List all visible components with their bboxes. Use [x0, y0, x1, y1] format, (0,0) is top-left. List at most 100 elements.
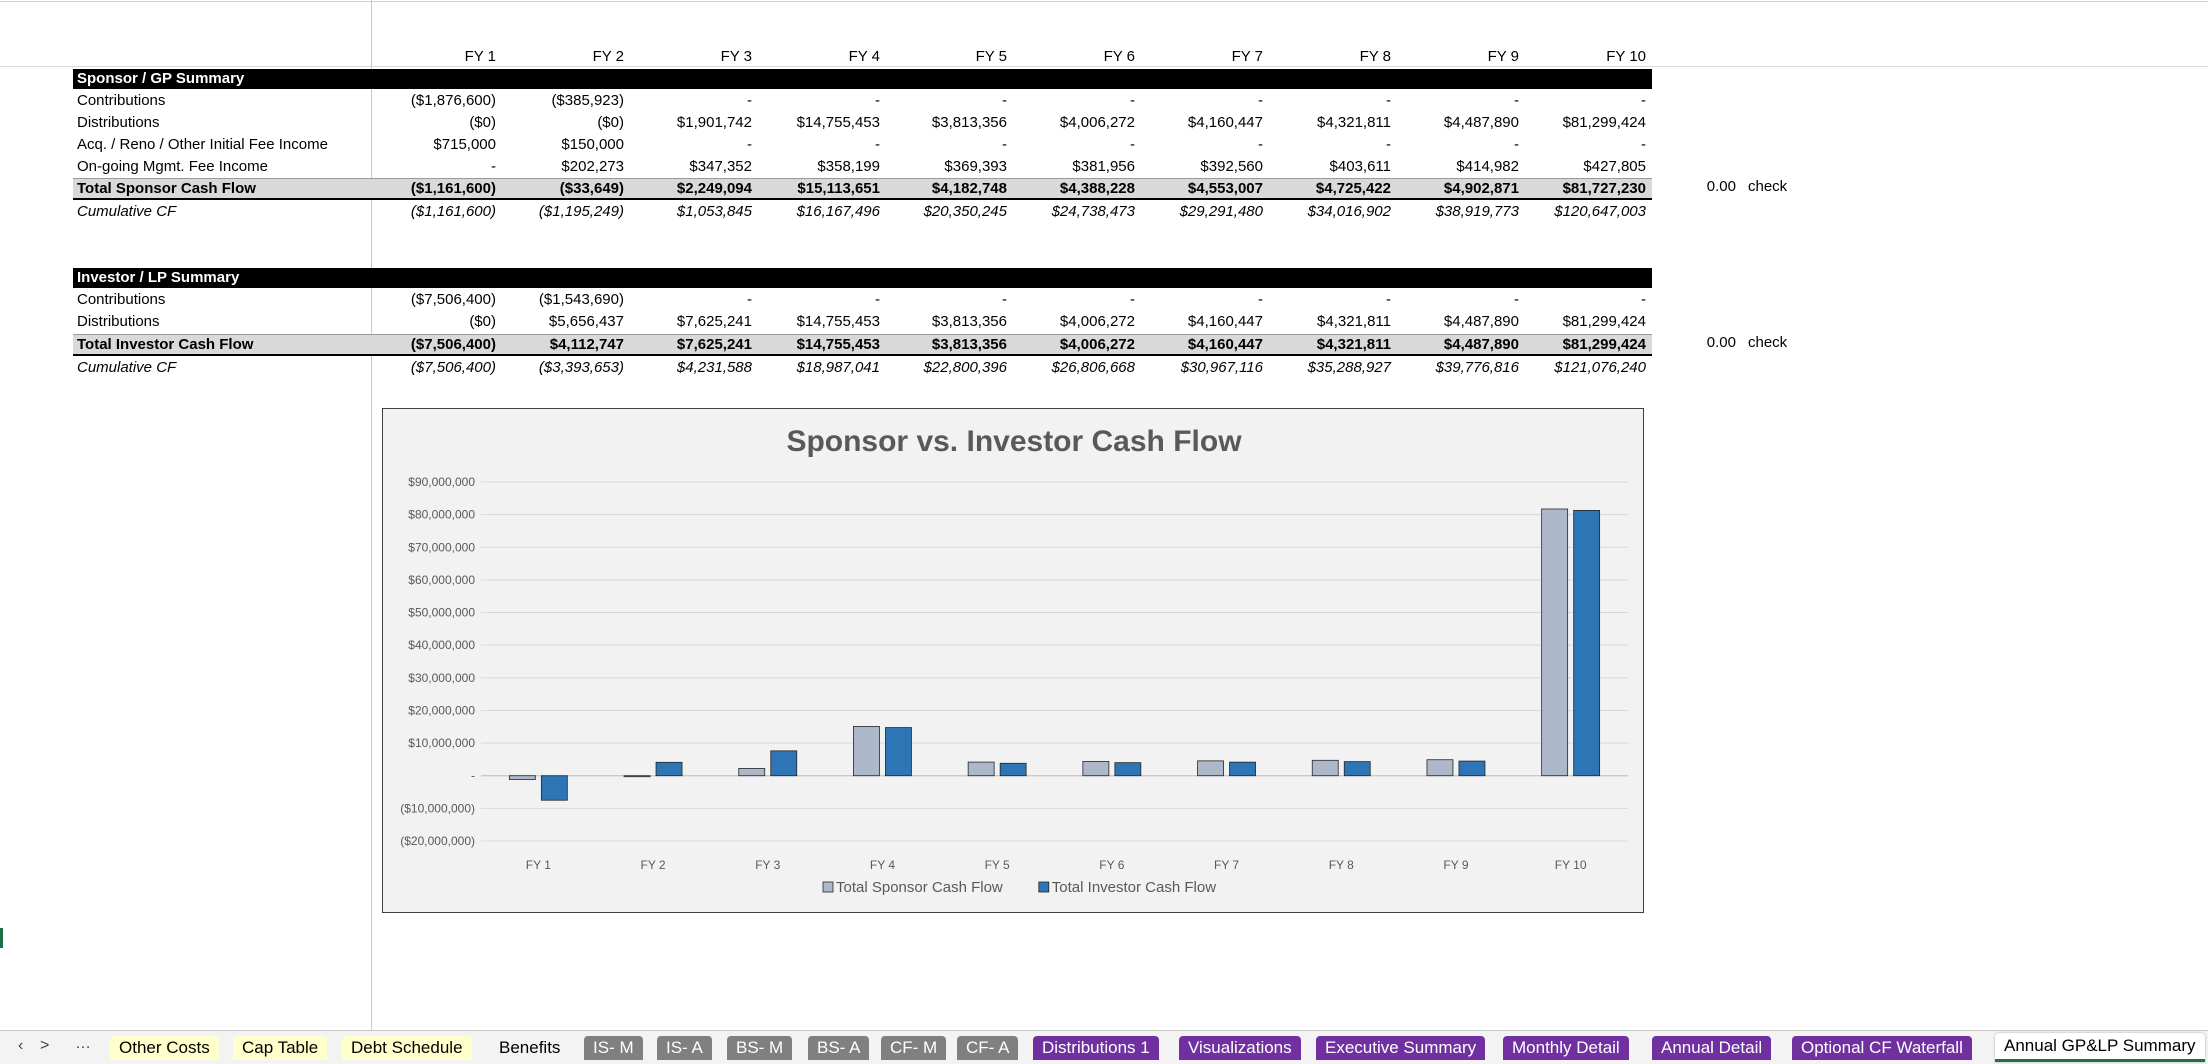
sheet-tab[interactable]: BS- A [808, 1036, 870, 1060]
table-cell[interactable]: - [1002, 136, 1007, 153]
table-cell[interactable]: ($3,393,653) [538, 359, 624, 376]
sheet-tab[interactable]: Visualizations [1179, 1036, 1301, 1060]
sheet-tab[interactable]: Annual GP&LP Summary [1995, 1033, 2205, 1062]
table-cell[interactable]: $381,956 [1072, 158, 1135, 175]
table-cell[interactable]: $3,813,356 [931, 336, 1007, 353]
table-cell[interactable]: $7,625,241 [676, 313, 752, 330]
table-cell[interactable]: - [1258, 92, 1263, 109]
table-cell[interactable]: $81,299,424 [1562, 336, 1646, 353]
table-cell[interactable]: - [1386, 92, 1391, 109]
table-cell[interactable]: $16,167,496 [796, 203, 880, 220]
row-label[interactable]: Cumulative CF [77, 359, 177, 376]
sheet-tab[interactable]: CF- A [957, 1036, 1019, 1060]
table-cell[interactable]: $392,560 [1200, 158, 1263, 175]
table-cell[interactable]: $22,800,396 [923, 359, 1007, 376]
scroll-tabs-right-button[interactable]: > [40, 1037, 50, 1054]
table-cell[interactable]: - [1130, 136, 1135, 153]
sheet-tab[interactable]: Debt Schedule [342, 1036, 472, 1060]
table-cell[interactable]: ($33,649) [559, 180, 624, 197]
investor-check-label[interactable]: check [1748, 334, 1788, 351]
table-cell[interactable]: ($0) [469, 114, 496, 131]
table-cell[interactable]: $4,006,272 [1059, 336, 1135, 353]
table-cell[interactable]: - [1641, 136, 1646, 153]
table-cell[interactable]: ($385,923) [551, 92, 624, 109]
table-cell[interactable]: $4,725,422 [1315, 180, 1391, 197]
sheet-tab[interactable]: Distributions 1 [1033, 1036, 1159, 1060]
table-cell[interactable]: $30,967,116 [1180, 359, 1263, 376]
sheet-tab[interactable]: Cap Table [233, 1036, 328, 1060]
row-label[interactable]: Cumulative CF [77, 203, 177, 220]
table-cell[interactable]: $14,755,453 [796, 313, 880, 330]
table-cell[interactable]: ($1,543,690) [538, 291, 624, 308]
fy-header[interactable]: FY 1 [464, 48, 496, 65]
table-cell[interactable]: - [875, 136, 880, 153]
table-cell[interactable]: $4,160,447 [1187, 336, 1263, 353]
table-cell[interactable]: $4,231,588 [676, 359, 752, 376]
sponsor-check-label[interactable]: check [1748, 178, 1788, 195]
table-cell[interactable]: $4,553,007 [1187, 180, 1263, 197]
table-cell[interactable]: $1,053,845 [676, 203, 752, 220]
table-cell[interactable]: $81,299,424 [1562, 313, 1646, 330]
row-label[interactable]: Distributions [77, 114, 160, 131]
table-cell[interactable]: $20,350,245 [923, 203, 1007, 220]
table-cell[interactable]: ($1,161,600) [410, 203, 496, 220]
table-cell[interactable]: - [1514, 136, 1519, 153]
table-cell[interactable]: - [747, 136, 752, 153]
table-cell[interactable]: $4,006,272 [1059, 114, 1135, 131]
table-cell[interactable]: $26,806,668 [1051, 359, 1135, 376]
table-cell[interactable]: - [1130, 92, 1135, 109]
table-cell[interactable]: - [1258, 291, 1263, 308]
table-cell[interactable]: $39,776,816 [1435, 359, 1519, 376]
table-cell[interactable]: $347,352 [689, 158, 752, 175]
table-cell[interactable]: $403,611 [1329, 158, 1391, 175]
table-cell[interactable]: - [1641, 291, 1646, 308]
table-cell[interactable]: $29,291,480 [1179, 203, 1263, 220]
fy-header[interactable]: FY 9 [1487, 48, 1519, 65]
fy-header[interactable]: FY 8 [1359, 48, 1391, 65]
table-cell[interactable]: $202,273 [561, 158, 624, 175]
table-cell[interactable]: $358,199 [817, 158, 880, 175]
table-cell[interactable]: ($1,195,249) [538, 203, 624, 220]
table-cell[interactable]: - [1002, 92, 1007, 109]
investor-check-value[interactable]: 0.00 [1706, 334, 1736, 351]
row-label[interactable]: Total Investor Cash Flow [77, 336, 254, 353]
table-cell[interactable]: $4,182,748 [931, 180, 1007, 197]
table-cell[interactable]: $81,727,230 [1562, 180, 1646, 197]
row-label[interactable]: Total Sponsor Cash Flow [77, 180, 256, 197]
row-label[interactable]: On-going Mgmt. Fee Income [77, 158, 268, 175]
table-cell[interactable]: $4,321,811 [1317, 114, 1391, 131]
sheet-tab[interactable]: Monthly Detail [1503, 1036, 1629, 1060]
table-cell[interactable]: $14,755,453 [796, 336, 880, 353]
table-cell[interactable]: $18,987,041 [796, 359, 880, 376]
table-cell[interactable]: $3,813,356 [931, 114, 1007, 131]
table-cell[interactable]: ($7,506,400) [410, 359, 496, 376]
fy-header[interactable]: FY 7 [1231, 48, 1263, 65]
sheet-tab[interactable]: CF- M [881, 1036, 947, 1060]
table-cell[interactable]: $121,076,240 [1554, 359, 1646, 376]
table-cell[interactable]: - [875, 92, 880, 109]
sponsor-check-value[interactable]: 0.00 [1706, 178, 1736, 195]
table-cell[interactable]: ($7,506,400) [410, 336, 496, 353]
sheet-tab[interactable]: Executive Summary [1316, 1036, 1486, 1060]
table-cell[interactable]: - [491, 158, 496, 175]
sheet-tab[interactable]: Benefits [499, 1038, 561, 1057]
sheet-tab[interactable]: IS- A [657, 1036, 712, 1060]
table-cell[interactable]: $715,000 [433, 136, 496, 153]
table-cell[interactable]: ($0) [597, 114, 624, 131]
table-cell[interactable]: - [1130, 291, 1135, 308]
table-cell[interactable]: - [875, 291, 880, 308]
table-cell[interactable]: $369,393 [944, 158, 1007, 175]
fy-header[interactable]: FY 5 [975, 48, 1007, 65]
row-label[interactable]: Distributions [77, 313, 160, 330]
table-cell[interactable]: - [1386, 136, 1391, 153]
row-label[interactable]: Contributions [77, 291, 166, 308]
table-cell[interactable]: $38,919,773 [1435, 203, 1519, 220]
fy-header[interactable]: FY 6 [1103, 48, 1135, 65]
table-cell[interactable]: ($0) [469, 313, 496, 330]
table-cell[interactable]: $4,321,811 [1317, 313, 1391, 330]
table-cell[interactable]: $15,113,651 [797, 180, 880, 197]
table-cell[interactable]: $414,982 [1456, 158, 1519, 175]
table-cell[interactable]: $24,738,473 [1051, 203, 1135, 220]
table-cell[interactable]: $4,160,447 [1187, 313, 1263, 330]
table-cell[interactable]: $7,625,241 [676, 336, 752, 353]
